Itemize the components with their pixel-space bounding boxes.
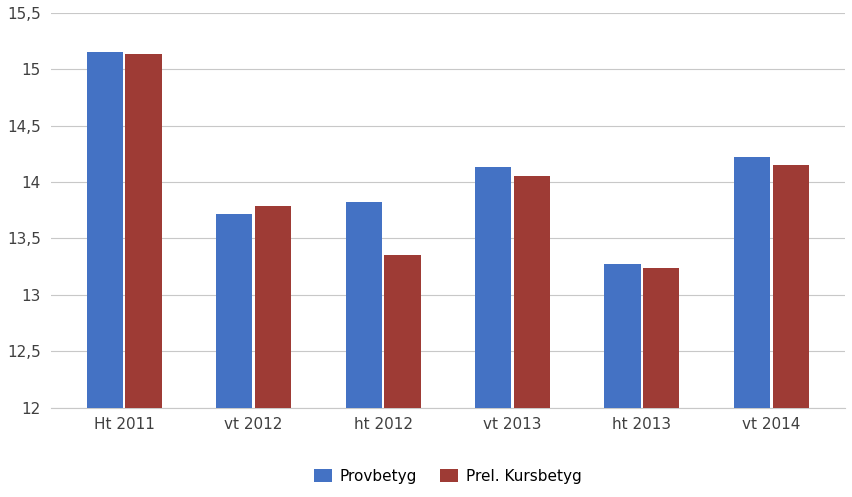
Bar bbox=[773, 165, 809, 497]
Legend: Provbetyg, Prel. Kursbetyg: Provbetyg, Prel. Kursbetyg bbox=[308, 463, 588, 490]
Bar bbox=[346, 202, 382, 497]
Bar bbox=[514, 176, 550, 497]
Bar bbox=[384, 255, 421, 497]
Bar bbox=[604, 264, 641, 497]
Bar bbox=[125, 54, 162, 497]
Bar bbox=[216, 214, 252, 497]
Bar bbox=[255, 206, 291, 497]
Bar bbox=[734, 157, 770, 497]
Bar bbox=[87, 52, 123, 497]
Bar bbox=[643, 268, 680, 497]
Bar bbox=[475, 167, 511, 497]
